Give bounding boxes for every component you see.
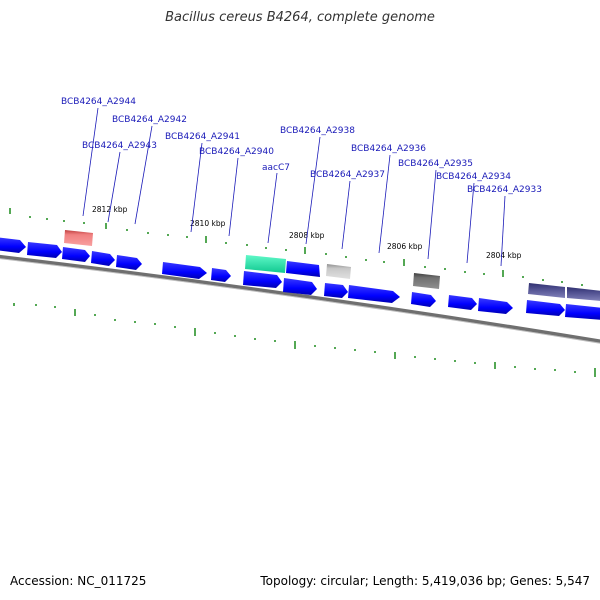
callout-lines: [82, 107, 506, 267]
cds-arrow: [0, 237, 26, 253]
gene-label-a2933: BCB4264_A2933: [467, 185, 542, 195]
cds-arrow: [286, 261, 320, 277]
feature-ncrna: [413, 273, 440, 289]
cds-arrow: [243, 271, 282, 288]
accession-text: Accession: NC_011725: [10, 574, 147, 588]
genome-backbone-highlight: [0, 258, 600, 344]
ruler-label-2804: 2804 kbp: [486, 251, 522, 260]
topology-text: Topology: circular; Length: 5,419,036 bp…: [260, 574, 590, 588]
cds-arrow: [211, 268, 231, 282]
feature-misc-rna: [326, 264, 351, 279]
genome-backbone: [0, 254, 600, 343]
ruler-label-2810: 2810 kbp: [190, 219, 226, 228]
gene-label-aacc7: aacC7: [262, 163, 290, 173]
tick-ring-lower: [13, 303, 596, 377]
gene-label-a2943: BCB4264_A2943: [82, 141, 157, 151]
gene-label-a2942: BCB4264_A2942: [112, 115, 187, 125]
map-title: Bacillus cereus B4264, complete genome: [165, 10, 435, 25]
cds-arrow: [324, 283, 348, 298]
ruler-label-2806: 2806 kbp: [387, 242, 423, 251]
cds-arrow: [348, 285, 400, 303]
feature-rrna: [64, 230, 93, 246]
cds-arrow: [116, 255, 142, 270]
cds-arrow: [27, 242, 62, 258]
gene-label-a2941: BCB4264_A2941: [165, 132, 240, 142]
cds-arrow: [526, 300, 565, 316]
cds-forward-strand: [0, 237, 600, 320]
gene-label-a2936: BCB4264_A2936: [351, 144, 426, 154]
gene-label-a2940: BCB4264_A2940: [199, 147, 274, 157]
gene-label-a2934: BCB4264_A2934: [436, 172, 511, 182]
cds-arrow: [91, 251, 115, 266]
cds-arrow: [448, 295, 477, 310]
tick-ring-upper: [9, 208, 583, 286]
cds-arrow: [162, 262, 207, 279]
cds-arrow: [283, 278, 317, 295]
cds-arrow: [62, 247, 90, 262]
gene-label-a2935: BCB4264_A2935: [398, 159, 473, 169]
cds-arrow: [478, 298, 513, 314]
gene-label-a2944: BCB4264_A2944: [61, 97, 136, 107]
feature-repeat-2: [567, 287, 600, 301]
gene-label-a2938: BCB4264_A2938: [280, 126, 355, 136]
feature-repeat-1: [528, 283, 565, 298]
cds-arrow: [565, 304, 600, 320]
feature-trna: [245, 255, 286, 273]
gene-label-a2937: BCB4264_A2937: [310, 170, 385, 180]
cds-arrow: [411, 292, 436, 307]
